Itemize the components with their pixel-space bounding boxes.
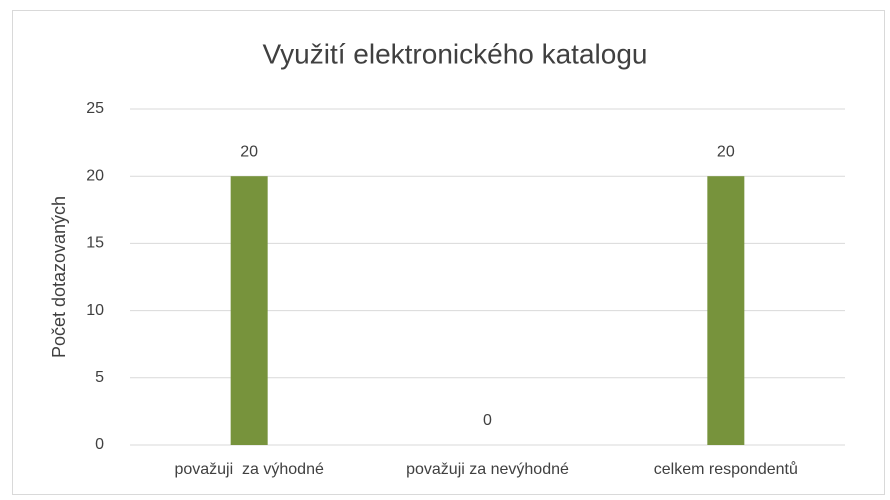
x-tick-label: považuji za výhodné [174,461,324,478]
y-tick-label: 0 [95,436,104,453]
x-tick-label: považuji za nevýhodné [406,461,569,478]
chart-border [12,10,885,495]
bar [230,176,268,445]
chart-title: Využití elektronického katalogu [263,38,648,69]
y-tick-label: 5 [95,369,104,386]
y-axis-label: Počet dotazovaných [49,196,69,358]
data-label: 20 [240,143,258,160]
data-label: 0 [483,412,492,429]
bar [707,176,745,445]
y-tick-label: 15 [86,235,104,252]
y-tick-label: 25 [86,100,104,117]
y-tick-label: 10 [86,302,104,319]
x-tick-label: celkem respondentů [654,460,798,478]
data-label: 20 [717,143,735,160]
y-tick-label: 20 [86,167,104,184]
